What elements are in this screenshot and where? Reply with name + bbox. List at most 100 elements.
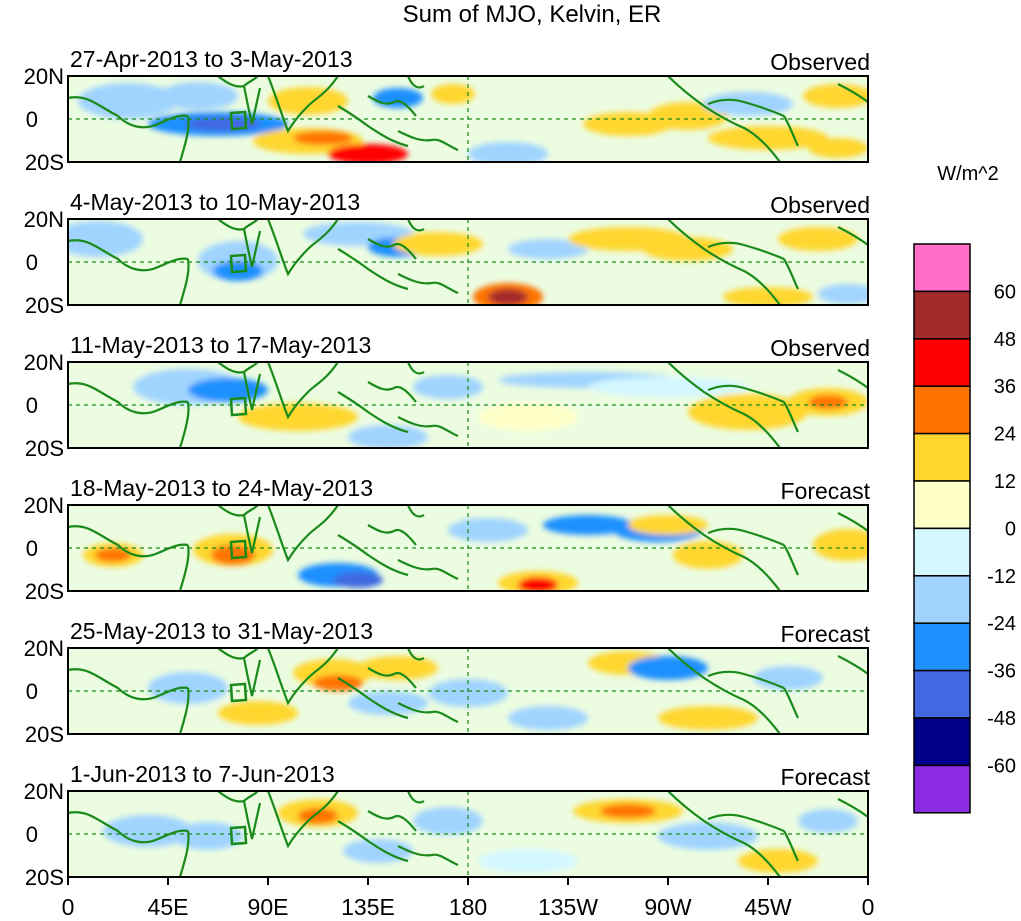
- colorbar-swatch: [913, 622, 971, 672]
- coastline: [242, 800, 262, 840]
- anomaly-blob: [518, 577, 558, 591]
- anomaly-blob: [413, 807, 483, 835]
- anomaly-field: [68, 505, 868, 591]
- index-region-box: [229, 825, 248, 846]
- colorbar-tick-label: -48: [987, 708, 1016, 730]
- colorbar-tick-label: 0: [1005, 518, 1016, 540]
- coastline: [266, 505, 339, 563]
- coastline: [837, 83, 868, 103]
- coastline: [337, 820, 409, 863]
- index-region-box: [229, 253, 248, 274]
- field-blobs: [83, 515, 868, 591]
- anomaly-blob: [643, 237, 733, 261]
- anomaly-blob: [348, 425, 428, 448]
- x-tick-label: 135W: [538, 894, 598, 920]
- colorbar-tick-label: 36: [994, 376, 1016, 398]
- land-outline: [68, 505, 868, 591]
- panel: 25-May-2013 to 31-May-2013 Forecast 20N …: [24, 618, 871, 747]
- coastline: [397, 845, 459, 867]
- coastline: [397, 130, 459, 152]
- coastline: [837, 369, 868, 389]
- field-blobs: [103, 799, 858, 873]
- coastline: [367, 810, 417, 832]
- anomaly-blob: [428, 679, 508, 707]
- anomaly-blob: [413, 375, 483, 399]
- index-region-box: [229, 396, 248, 417]
- coastline: [242, 85, 262, 125]
- panel: 18-May-2013 to 24-May-2013 Forecast 20N …: [24, 475, 871, 604]
- coastline: [707, 527, 785, 547]
- colorbar-swatch: [913, 338, 971, 387]
- y-tick-label: 20N: [24, 493, 64, 518]
- panel-status: Forecast: [781, 621, 871, 647]
- coastline: [397, 416, 459, 438]
- coastline: [707, 813, 785, 833]
- coastline: [242, 514, 262, 554]
- coastline: [178, 401, 190, 448]
- colorbar-units: W/m^2: [937, 163, 999, 185]
- anomaly-field: [68, 791, 868, 877]
- coastline: [242, 657, 262, 697]
- coastline: [68, 96, 189, 129]
- panel-date-range: 27-Apr-2013 to 3-May-2013: [70, 46, 353, 72]
- anomaly-blob: [808, 395, 848, 409]
- coastline: [367, 238, 417, 260]
- y-tick-label: 0: [26, 393, 38, 418]
- coastline: [337, 105, 409, 148]
- coastline: [406, 219, 425, 232]
- panel-status: Observed: [770, 192, 870, 218]
- coastline: [406, 362, 425, 375]
- colorbar-tick-label: -24: [987, 613, 1016, 635]
- anomaly-blob: [333, 572, 383, 588]
- panel-date-range: 1-Jun-2013 to 7-Jun-2013: [70, 761, 335, 787]
- coastline: [242, 371, 262, 411]
- anomaly-blob: [373, 88, 423, 108]
- anomaly-blob: [293, 131, 353, 145]
- anomaly-blob: [298, 808, 338, 824]
- anomaly-blob: [488, 289, 528, 305]
- coastline: [667, 505, 781, 591]
- panel-frame: [67, 75, 869, 163]
- coastline: [367, 667, 417, 689]
- anomaly-blob: [803, 84, 868, 108]
- y-tick-label: 20S: [25, 150, 64, 175]
- coastline: [266, 76, 339, 134]
- figure-title: Sum of MJO, Kelvin, ER: [403, 1, 662, 28]
- anomaly-field: [68, 362, 868, 448]
- colorbar-tick-label: -36: [987, 661, 1016, 683]
- coastline: [783, 115, 799, 147]
- anomaly-blob: [723, 287, 813, 305]
- x-tick-label: 90W: [644, 894, 692, 920]
- x-tick-label: 45E: [148, 894, 189, 920]
- anomaly-blob: [658, 822, 758, 850]
- colorbar-swatch: [913, 764, 971, 814]
- coastline: [266, 648, 339, 706]
- coastline: [707, 241, 785, 261]
- land-outline: [68, 648, 868, 734]
- coastline: [837, 512, 868, 532]
- coastline: [667, 219, 781, 305]
- anomaly-blob: [808, 138, 868, 158]
- panel-frame: [67, 218, 869, 306]
- coastline: [266, 362, 339, 420]
- y-tick-label: 20S: [25, 722, 64, 747]
- panel-frame: [67, 504, 869, 592]
- coastline: [837, 226, 868, 246]
- anomaly-blob: [103, 815, 193, 847]
- y-tick-label: 20N: [24, 64, 64, 89]
- coastline: [337, 534, 409, 577]
- y-tick-label: 20S: [25, 579, 64, 604]
- coastline: [837, 798, 868, 818]
- coastline: [667, 648, 781, 734]
- coastline: [397, 273, 459, 295]
- panel: 1-Jun-2013 to 7-Jun-2013 Forecast 20N 0 …: [24, 761, 871, 890]
- anomaly-blob: [628, 515, 708, 535]
- colorbar-tick-label: 48: [994, 329, 1016, 351]
- colorbar-tick-label: 60: [994, 281, 1016, 303]
- y-tick-label: 20S: [25, 436, 64, 461]
- colorbar-tick-label: -60: [987, 755, 1016, 777]
- coastline: [397, 702, 459, 724]
- coastline: [68, 382, 189, 415]
- coastline: [367, 381, 417, 403]
